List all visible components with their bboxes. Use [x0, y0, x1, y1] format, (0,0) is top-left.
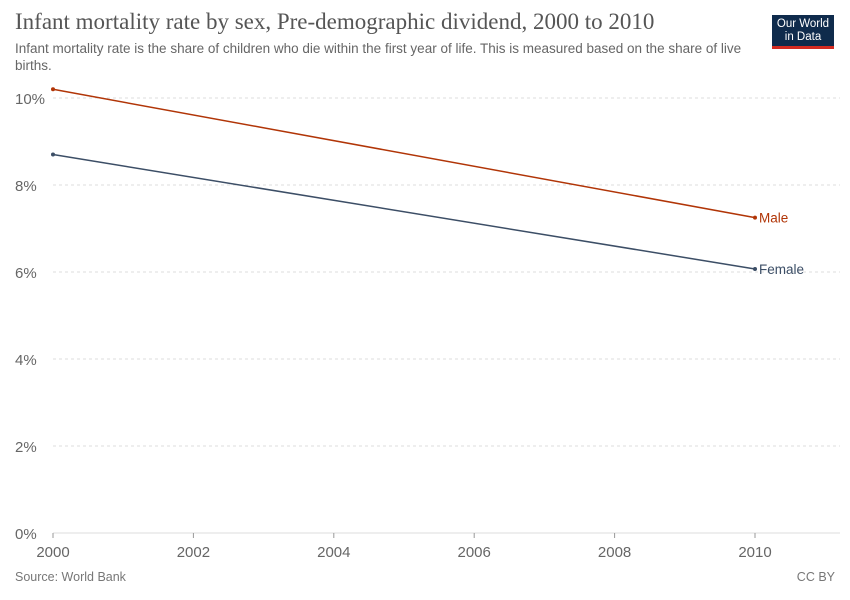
series-label-male: Male	[759, 211, 788, 226]
x-tick-label: 2004	[317, 544, 350, 561]
data-point-male	[753, 215, 757, 220]
chart-subtitle: Infant mortality rate is the share of ch…	[15, 41, 742, 73]
data-point-female	[753, 266, 757, 271]
y-tick-label: 6%	[15, 265, 37, 282]
chart-title: Infant mortality rate by sex, Pre-demogr…	[15, 9, 655, 34]
x-tick-label: 2010	[738, 544, 771, 561]
gridlines	[53, 97, 840, 534]
y-tick-label: 0%	[15, 526, 37, 543]
series-lines	[51, 87, 757, 271]
owid-logo[interactable]: Our World in Data	[772, 15, 834, 49]
logo-line-2: in Data	[784, 31, 822, 43]
y-tick-label: 2%	[15, 439, 37, 456]
x-axis-ticks: 2000 2002 2004 2006 2008 2010	[36, 533, 772, 561]
x-tick-label: 2002	[177, 544, 210, 561]
data-point-female	[51, 152, 55, 157]
series-label-female: Female	[759, 262, 804, 277]
series-labels: Male Female	[759, 211, 804, 277]
logo-line-1: Our World	[776, 18, 830, 30]
y-tick-label: 10%	[15, 91, 45, 108]
source-note[interactable]: Source: World Bank	[15, 570, 126, 584]
series-line-female	[52, 153, 756, 270]
x-tick-label: 2008	[598, 544, 631, 561]
y-tick-label: 4%	[15, 352, 37, 369]
y-axis-ticks: 0% 2% 4% 6% 8% 10%	[15, 91, 45, 543]
series-line-male	[52, 88, 756, 219]
x-tick-label: 2006	[458, 544, 491, 561]
data-point-male	[51, 87, 55, 92]
y-tick-label: 8%	[15, 178, 37, 195]
license-note[interactable]: CC BY	[796, 570, 835, 584]
x-tick-label: 2000	[36, 544, 69, 561]
